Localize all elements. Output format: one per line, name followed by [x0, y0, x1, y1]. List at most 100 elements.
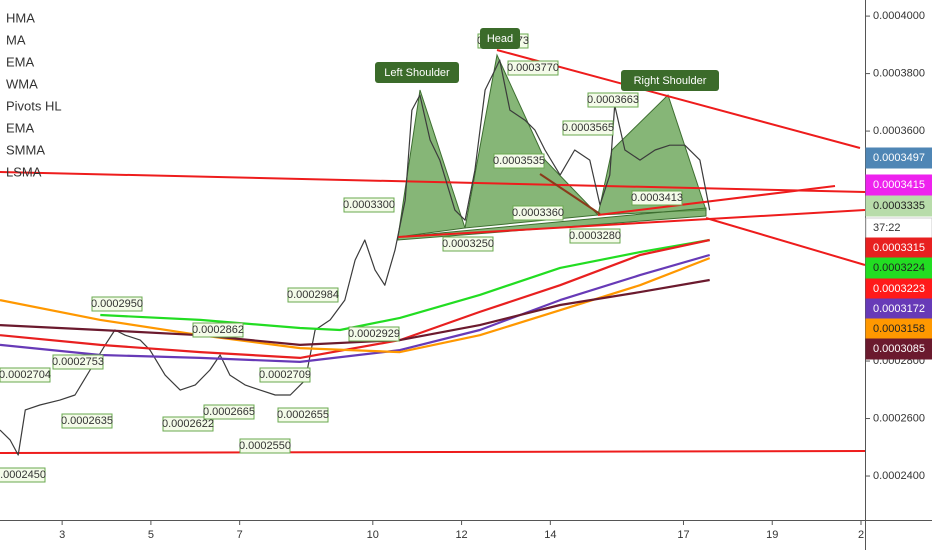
pivot-label: 0.0002950: [91, 298, 143, 310]
pivot-label: 0.0003360: [512, 207, 564, 219]
pivot-box: [91, 296, 143, 312]
pivot-box: [259, 367, 311, 383]
pattern-label: Left Shoulder: [384, 67, 450, 79]
y-tick-label: 0.0004000: [873, 10, 925, 22]
x-tick-label: 17: [677, 529, 689, 541]
indicator-name: HMA: [6, 10, 35, 25]
price-tag-label: 0.0003415: [873, 179, 925, 191]
pivot-label: 0.0003250: [442, 238, 494, 250]
series-lines: [0, 59, 711, 456]
y-tick-label: 0.0002600: [873, 412, 925, 424]
pivot-box: [277, 407, 329, 423]
pivot-label: 0.0002550: [239, 440, 291, 452]
trend-line: [539, 173, 601, 215]
pivot-box: [239, 438, 291, 454]
pivot-label: 0.0002709: [259, 369, 311, 381]
pivot-label: 0.0003300: [343, 199, 395, 211]
trend-line: [397, 209, 866, 238]
indicator-name: SMMA: [6, 142, 45, 157]
indicator-name: WMA: [6, 76, 38, 91]
pivot-box: [507, 60, 559, 76]
trend-line: [705, 217, 866, 266]
pivot-label: 0.0002929: [348, 328, 400, 340]
pivot-box: [348, 326, 400, 342]
pivot-label: 0.0002665: [203, 406, 255, 418]
pivot-box: [343, 197, 395, 213]
series-line: [0, 278, 710, 346]
pivot-label: 0.0003280: [569, 230, 621, 242]
pattern-label: Head: [487, 33, 513, 45]
price-tag-label: 0.0003335: [873, 200, 925, 212]
indicator-name: EMA: [6, 120, 35, 135]
indicator-name: LSMA: [6, 164, 42, 179]
price-tag-label: 0.0003223: [873, 283, 925, 295]
legend: HMA MA EMA WMA Pivots HL EMA SMMA LSMA: [6, 10, 62, 179]
axes: 0.00024000.00026000.00028000.00030000.00…: [59, 10, 932, 541]
pattern-box: [375, 62, 459, 83]
pivot-box: [631, 190, 683, 206]
pivot-label: 0.0002984: [287, 289, 339, 301]
y-tick-label: 0.0003600: [873, 125, 925, 137]
y-tick-label: 0.0003800: [873, 67, 925, 79]
pivot-box: [0, 467, 46, 483]
pattern-label: Right Shoulder: [634, 75, 707, 87]
trend-line: [597, 185, 836, 216]
price-tag: [865, 338, 932, 360]
price-tag-label: 0.0003085: [873, 343, 925, 355]
pivot-box: [512, 205, 564, 221]
indicator-name: EMA: [6, 54, 35, 69]
time-axis-bg: [0, 520, 932, 550]
pivot-label: 0.0003770: [507, 62, 559, 74]
pivot-label: 0.0002450: [0, 469, 46, 481]
series-line: [0, 253, 711, 363]
price-tag: [865, 174, 932, 196]
pivot-box: [493, 153, 545, 169]
x-tick-label: 12: [455, 529, 467, 541]
pivot-label: 0.0003413: [631, 192, 683, 204]
y-tick-label: 0.0002400: [873, 470, 925, 482]
trend-lines: [0, 49, 866, 454]
pivot-label: 0.0002655: [277, 409, 329, 421]
pivot-box: [587, 92, 639, 108]
price-tag-label: 0.0003224: [873, 262, 925, 274]
pivot-label: 0.0003565: [562, 122, 614, 134]
price-tag-label: 0.0003497: [873, 152, 925, 164]
price-tag-label: 0.0003172: [873, 303, 925, 315]
pivot-box: [61, 413, 113, 429]
x-tick-label: 5: [148, 529, 154, 541]
series-line: [0, 59, 711, 456]
x-tick-label: 10: [367, 529, 379, 541]
pivot-box: [162, 416, 214, 432]
pivot-label: 0.0002622: [162, 418, 214, 430]
pivot-box: [0, 367, 51, 383]
pivot-box: [203, 404, 255, 420]
pivot-label: 0.0002753: [52, 356, 104, 368]
price-tag: [865, 147, 932, 169]
left-shoulder-triangle: [397, 89, 466, 238]
price-tag: [865, 257, 932, 279]
pivot-label: 0.0003535: [493, 155, 545, 167]
pattern-box: [621, 70, 719, 91]
series-line: [0, 257, 711, 354]
price-tag-label: 0.0003158: [873, 323, 925, 335]
x-tick-label: 3: [59, 529, 65, 541]
pivot-label: 0.0003663: [587, 94, 639, 106]
pivot-box: [442, 236, 494, 252]
indicator-name: Pivots HL: [6, 98, 62, 113]
trend-line: [0, 171, 866, 193]
pattern-box: [480, 28, 520, 49]
pivot-box: [52, 354, 104, 370]
pivot-label: 0.0002635: [61, 415, 113, 427]
indicator-name: MA: [6, 32, 26, 47]
x-tick-label: 7: [237, 529, 243, 541]
x-tick-label: 19: [766, 529, 778, 541]
x-tick-label: 14: [544, 529, 556, 541]
x-tick-label: 2: [858, 529, 864, 541]
pivot-box: [562, 120, 614, 136]
pivot-label: 0.0002704: [0, 369, 51, 381]
price-tag: [865, 195, 932, 217]
pivot-box: [569, 228, 621, 244]
